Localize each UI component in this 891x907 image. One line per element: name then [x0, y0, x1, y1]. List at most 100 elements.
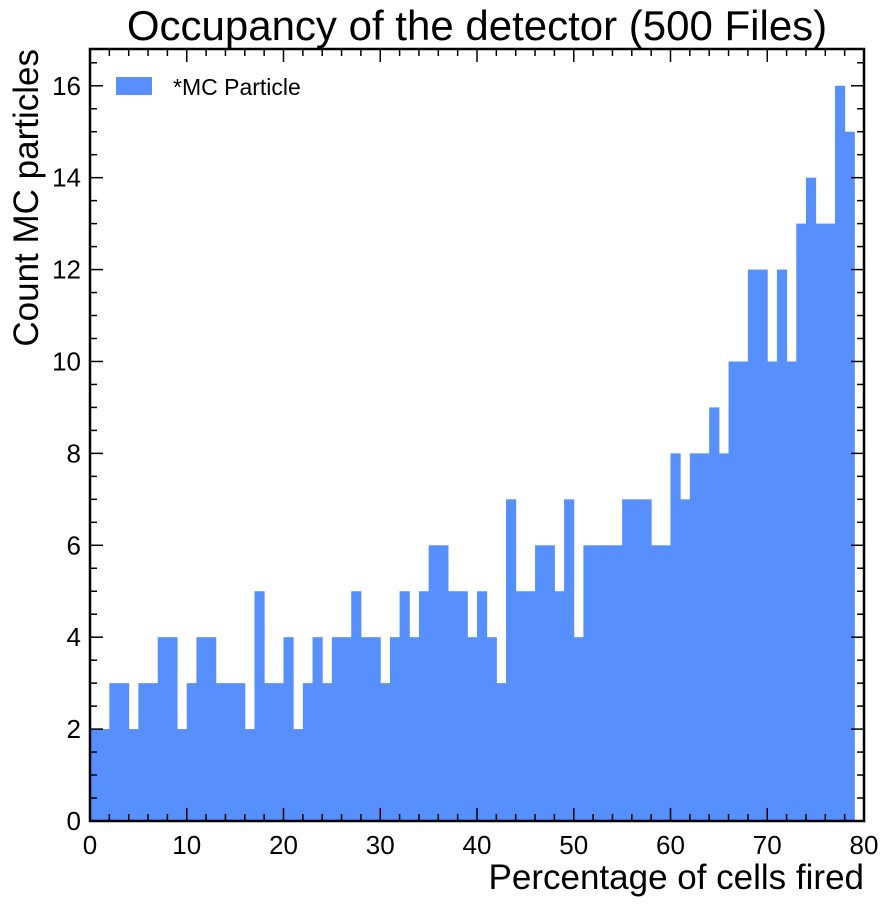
- histogram-bar: [602, 545, 613, 821]
- histogram-bar: [477, 591, 488, 821]
- histogram-bar: [215, 683, 226, 821]
- x-tick-label: 30: [366, 830, 395, 860]
- y-axis-label: Count MC particles: [7, 49, 46, 347]
- histogram-bar: [612, 545, 623, 821]
- histogram-bar: [273, 683, 284, 821]
- histogram-bar: [409, 637, 420, 821]
- y-tick-label: 10: [52, 346, 81, 376]
- histogram-bar: [796, 223, 807, 822]
- x-tick-label: 40: [463, 830, 492, 860]
- histogram-bar: [767, 361, 778, 821]
- chart-title: Occupancy of the detector (500 Files): [127, 2, 827, 49]
- histogram-bar: [680, 499, 691, 821]
- histogram-bar: [109, 683, 120, 821]
- y-tick-label: 12: [52, 255, 81, 285]
- histogram-bar: [486, 637, 497, 821]
- histogram-bar: [177, 729, 188, 821]
- histogram-bar: [641, 499, 652, 821]
- histogram-bar: [244, 729, 255, 821]
- histogram-bar: [254, 591, 265, 821]
- histogram-bar: [467, 637, 478, 821]
- x-tick-label: 20: [269, 830, 298, 860]
- histogram-bar: [506, 499, 517, 821]
- histogram-bar: [370, 637, 381, 821]
- histogram-bar: [225, 683, 236, 821]
- histogram-bar: [747, 269, 759, 822]
- histogram-bar: [128, 729, 139, 821]
- histogram-bar: [196, 637, 207, 821]
- histogram-bar: [515, 591, 526, 821]
- histogram-bar: [844, 131, 855, 821]
- histogram-bar: [148, 683, 159, 821]
- histogram-bar: [99, 729, 110, 821]
- histogram-bar: [660, 545, 671, 821]
- legend: *MC Particle: [116, 74, 301, 100]
- histogram-bar: [438, 545, 449, 821]
- histogram-bar: [535, 545, 546, 821]
- histogram-bar: [399, 591, 410, 821]
- histogram-bar: [583, 545, 594, 821]
- histogram-bar: [119, 683, 130, 821]
- histogram-bar: [709, 407, 720, 821]
- y-tick-label: 6: [67, 530, 81, 560]
- histogram-bar: [728, 361, 739, 821]
- y-tick-label: 0: [67, 806, 81, 836]
- histogram-bar: [776, 269, 788, 822]
- histogram-bar: [360, 637, 372, 821]
- histogram-bar: [283, 637, 294, 821]
- x-tick-label: 70: [753, 830, 782, 860]
- histogram-bar: [186, 683, 197, 821]
- histogram-bar: [718, 453, 730, 821]
- x-tick-label: 10: [172, 830, 201, 860]
- histogram-bar: [786, 361, 797, 821]
- histogram-bar: [235, 683, 246, 821]
- x-tick-labels: 0 10 20 30 40 50 60 70 80: [83, 830, 879, 860]
- histogram-bar: [825, 223, 836, 822]
- y-tick-label: 4: [67, 622, 81, 652]
- histogram-bar: [738, 361, 749, 821]
- histogram-bar: [544, 545, 555, 821]
- histogram-bar: [138, 683, 149, 821]
- histogram-bar: [380, 683, 391, 821]
- legend-swatch: [116, 77, 152, 95]
- x-tick-label: 50: [559, 830, 588, 860]
- histogram-bar: [815, 223, 826, 822]
- histogram-bar: [689, 453, 701, 821]
- histogram-bar: [418, 591, 430, 821]
- bars-group: [90, 85, 855, 822]
- x-tick-label: 80: [850, 830, 879, 860]
- histogram-bar: [622, 499, 633, 821]
- histogram-bar: [457, 591, 468, 821]
- x-tick-label: 60: [656, 830, 685, 860]
- histogram-bar: [302, 683, 314, 821]
- histogram-bar: [834, 85, 846, 821]
- histogram-bar: [525, 591, 536, 821]
- histogram-bar: [157, 637, 168, 821]
- histogram-bar: [651, 545, 662, 821]
- y-tick-label: 14: [52, 163, 81, 193]
- histogram-bar: [564, 499, 575, 821]
- histogram-bar: [805, 177, 817, 821]
- histogram-bar: [264, 683, 275, 821]
- histogram-bar: [428, 545, 439, 821]
- histogram-bar: [670, 453, 681, 821]
- histogram-bar: [167, 637, 178, 821]
- x-axis-label: Percentage of cells fired: [489, 858, 864, 897]
- histogram-bar: [206, 637, 217, 821]
- histogram-bar: [293, 729, 304, 821]
- histogram-bar: [554, 591, 565, 821]
- histogram-bar: [322, 683, 333, 821]
- x-tick-label: 0: [83, 830, 97, 860]
- legend-label: *MC Particle: [173, 74, 301, 100]
- y-tick-label: 2: [67, 714, 81, 744]
- histogram-bar: [631, 499, 642, 821]
- histogram-bar: [447, 591, 459, 821]
- histogram-bar: [573, 637, 584, 821]
- y-tick-label: 16: [52, 71, 81, 101]
- histogram-bar: [699, 453, 710, 821]
- histogram-bar: [341, 637, 352, 821]
- histogram-bar: [312, 637, 323, 821]
- y-tick-label: 8: [67, 438, 81, 468]
- histogram-bar: [496, 683, 507, 821]
